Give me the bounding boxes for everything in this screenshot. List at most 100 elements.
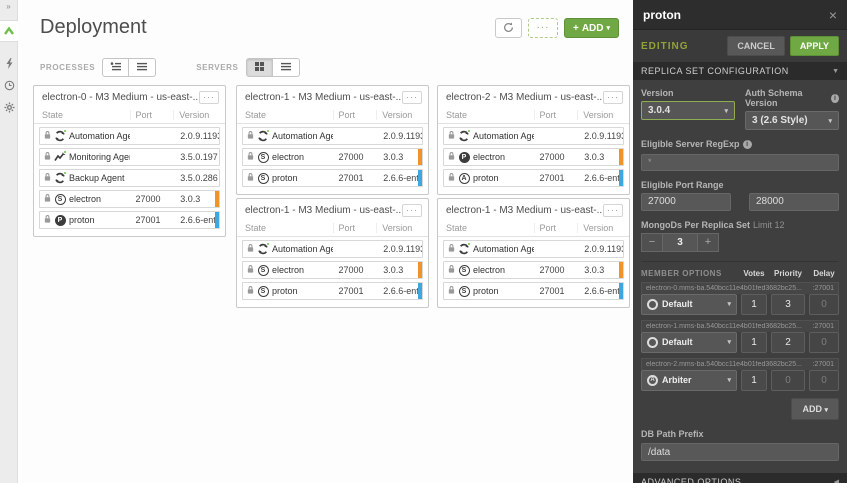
- process-row[interactable]: S electron 27000 3.0.3: [242, 261, 423, 279]
- server-card-menu-button[interactable]: ···: [603, 204, 623, 217]
- process-row[interactable]: S electron 27000 3.0.3: [443, 261, 624, 279]
- close-icon[interactable]: ×: [829, 8, 837, 22]
- cancel-button[interactable]: CANCEL: [727, 36, 785, 56]
- process-row[interactable]: Monitoring Agent 3.5.0.197: [39, 148, 220, 166]
- member-hostname-bar: electron-2.mms-ba.540bcc11e4b01fed3682bc…: [641, 358, 839, 370]
- header-menu-button[interactable]: ···: [528, 18, 558, 38]
- add-button[interactable]: +ADD▾: [564, 18, 619, 38]
- regexp-input[interactable]: [641, 154, 839, 171]
- server-card-menu-button[interactable]: ···: [199, 91, 219, 104]
- server-card-header: electron-1 - M3 Medium - us-east-... ···: [237, 86, 428, 108]
- process-version: 2.0.9.1193: [377, 131, 422, 141]
- process-status-bar: [619, 241, 623, 257]
- process-row[interactable]: Automation Agent 2.0.9.1193: [242, 240, 423, 258]
- mongods-label: MongoDs Per Replica Set: [641, 220, 750, 230]
- lock-icon: [448, 264, 455, 276]
- member-priority-input[interactable]: 3: [771, 294, 805, 315]
- member-votes-input[interactable]: 1: [741, 370, 767, 391]
- process-name: proton: [69, 215, 95, 225]
- stepper-minus-button[interactable]: −: [641, 233, 663, 252]
- process-name: proton: [473, 173, 499, 183]
- port-min-input[interactable]: [641, 193, 731, 211]
- lock-icon: [247, 172, 254, 184]
- process-row[interactable]: Backup Agent 3.5.0.286: [39, 169, 220, 187]
- sidebar-item-deployment[interactable]: [0, 20, 18, 42]
- processes-list-view-button[interactable]: [129, 58, 156, 77]
- auth-schema-select[interactable]: 3 (2.6 Style) ▾: [745, 111, 839, 130]
- process-row[interactable]: A proton 27001 2.6.6-ent: [443, 169, 624, 187]
- info-icon[interactable]: i: [743, 140, 752, 149]
- server-card-header: electron-1 - M3 Medium - us-east-... ···: [438, 199, 629, 221]
- collapse-rail-icon[interactable]: »: [0, 2, 17, 12]
- secondary-icon: S: [257, 151, 269, 163]
- info-icon[interactable]: i: [831, 94, 839, 103]
- member-type-select[interactable]: Default ▾: [641, 294, 737, 315]
- chevron-down-icon: ▾: [606, 24, 610, 32]
- member-delay-input[interactable]: 0: [809, 370, 839, 391]
- servers-list-view-button[interactable]: [273, 58, 300, 77]
- server-card-menu-button[interactable]: ···: [402, 91, 422, 104]
- servers-grid-view-button[interactable]: [246, 58, 273, 77]
- lock-icon: [247, 151, 254, 163]
- member-priority-input[interactable]: 0: [771, 370, 805, 391]
- process-row[interactable]: S proton 27001 2.6.6-ent: [242, 282, 423, 300]
- process-row[interactable]: Automation Agent 2.0.9.1193: [443, 127, 624, 145]
- server-card-menu-button[interactable]: ···: [603, 91, 623, 104]
- chevron-down-icon: ▾: [727, 338, 731, 346]
- member-votes-input[interactable]: 1: [741, 294, 767, 315]
- process-status-bar: [215, 128, 219, 144]
- member-votes-input[interactable]: 1: [741, 332, 767, 353]
- process-port: 27000: [130, 194, 175, 204]
- lock-icon: [448, 130, 455, 142]
- member-options-list: electron-0.mms-ba.540bcc11e4b01fed3682bc…: [641, 282, 839, 391]
- member-delay-input[interactable]: 0: [809, 294, 839, 315]
- port-max-input[interactable]: [749, 193, 839, 211]
- process-row[interactable]: S electron 27000 3.0.3: [242, 148, 423, 166]
- process-name: electron: [272, 265, 304, 275]
- server-card-menu-button[interactable]: ···: [402, 204, 422, 217]
- sidebar-item-activity[interactable]: [0, 52, 18, 74]
- process-row[interactable]: S proton 27001 2.6.6-ent: [242, 169, 423, 187]
- add-member-button[interactable]: ADD ▾: [791, 398, 839, 420]
- process-row[interactable]: P electron 27000 3.0.3: [443, 148, 624, 166]
- sidebar-item-settings[interactable]: [0, 96, 18, 118]
- section-advanced-options[interactable]: ADVANCED OPTIONS ◀: [633, 473, 847, 483]
- process-row[interactable]: S proton 27001 2.6.6-ent: [443, 282, 624, 300]
- process-port: 27000: [534, 152, 579, 162]
- version-select[interactable]: 3.0.4 ▾: [641, 101, 735, 120]
- process-row[interactable]: Automation Agent 2.0.9.1193: [443, 240, 624, 258]
- process-row[interactable]: Automation Agent 2.0.9.1193: [39, 127, 220, 145]
- member-delay-input[interactable]: 0: [809, 332, 839, 353]
- process-name: Automation Agent: [473, 244, 534, 254]
- server-card: electron-0 - M3 Medium - us-east-... ···…: [33, 85, 226, 237]
- apply-button[interactable]: APPLY: [790, 36, 839, 56]
- secondary-icon: S: [257, 285, 269, 297]
- status-green-dot: [63, 150, 67, 154]
- stepper-value: 3: [663, 233, 697, 252]
- process-version: 2.0.9.1193: [174, 131, 219, 141]
- process-version: 2.6.6-ent: [174, 215, 219, 225]
- list-view-icon: [280, 60, 292, 75]
- refresh-button[interactable]: [495, 18, 522, 38]
- table-column-headers: StatePortVersion: [438, 108, 629, 124]
- process-row[interactable]: Automation Agent 2.0.9.1193: [242, 127, 423, 145]
- process-row[interactable]: P proton 27001 2.6.6-ent: [39, 211, 220, 229]
- section-replica-set-configuration[interactable]: REPLICA SET CONFIGURATION ▼: [633, 62, 847, 80]
- member-port: :27001: [813, 361, 834, 368]
- process-status-bar: [418, 241, 422, 257]
- port-range-label: Eligible Port Range: [641, 180, 839, 190]
- db-path-input[interactable]: [641, 443, 839, 461]
- db-path-label: DB Path Prefix: [641, 429, 839, 439]
- plus-icon: +: [573, 23, 579, 34]
- process-version: 3.0.3: [174, 194, 219, 204]
- member-priority-input[interactable]: 2: [771, 332, 805, 353]
- processes-topology-view-button[interactable]: [102, 58, 129, 77]
- process-port: 27001: [130, 215, 175, 225]
- sidebar-item-history[interactable]: [0, 74, 18, 96]
- process-row[interactable]: S electron 27000 3.0.3: [39, 190, 220, 208]
- table-column-headers: StatePortVersion: [237, 221, 428, 237]
- process-version: 2.0.9.1193: [377, 244, 422, 254]
- member-type-select[interactable]: Default ▾: [641, 332, 737, 353]
- member-type-select[interactable]: A Arbiter ▾: [641, 370, 737, 391]
- stepper-plus-button[interactable]: +: [697, 233, 719, 252]
